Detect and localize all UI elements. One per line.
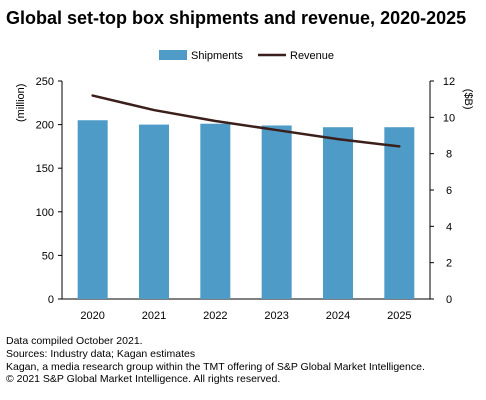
y-right-tick-label: 2 [446, 258, 452, 270]
y-right-tick-label: 4 [446, 221, 452, 233]
y-right-tick-label: 8 [446, 149, 452, 161]
y-right-tick-label: 12 [443, 76, 455, 88]
y-right-tick-label: 6 [446, 185, 452, 197]
axes: 0 50 100 150 200 250 (million) 0 2 4 6 8 10 12 ($B) 202… [15, 76, 474, 322]
bar-shipments [384, 127, 415, 299]
footer-notes: Data compiled October 2021. Sources: Ind… [6, 335, 425, 386]
y-left-tick-label: 150 [36, 163, 54, 175]
chart-title: Global set-top box shipments and revenue… [6, 8, 467, 28]
legend-label-revenue: Revenue [290, 50, 334, 62]
x-tick-label: 2020 [80, 310, 104, 322]
y-left-tick-label: 250 [36, 76, 54, 88]
revenue-line [91, 94, 401, 148]
bars [77, 120, 415, 300]
y-right-tick-label: 10 [443, 112, 455, 124]
footer-line-4: © 2021 S&P Global Market Intelligence. A… [6, 373, 281, 386]
legend: Shipments Revenue [159, 50, 334, 62]
y-right-tick-label: 0 [446, 294, 452, 306]
x-tick-label: 2023 [264, 310, 288, 322]
y-left-tick-label: 100 [36, 207, 54, 219]
footer-line-3: Kagan, a media research group within the… [6, 360, 425, 373]
bar-shipments [77, 120, 108, 300]
y-left-tick-label: 50 [42, 250, 54, 262]
bar-shipments [261, 125, 292, 299]
legend-swatch-shipments [159, 50, 187, 60]
bar-shipments [323, 127, 353, 299]
y-axis-right-label: ($B) [462, 89, 474, 110]
y-left-tick-label: 0 [48, 294, 54, 306]
bar-shipments [200, 123, 231, 299]
bar-shipments [139, 124, 169, 299]
chart-svg: Shipments Revenue 050100150200250(million… [15, 50, 474, 322]
x-tick-label: 2022 [203, 310, 227, 322]
legend-label-shipments: Shipments [191, 50, 243, 62]
y-axis-left-label: (million) [15, 84, 27, 123]
footer-line-1: Data compiled October 2021. [6, 335, 143, 347]
y-left-tick-label: 200 [36, 120, 54, 132]
revenue-line-group [91, 94, 401, 148]
x-tick-label: 2025 [387, 310, 411, 322]
x-tick-label: 2021 [142, 310, 166, 322]
footer-line-2: Sources: Industry data; Kagan estimates [6, 347, 196, 360]
x-tick-label: 2024 [326, 310, 350, 322]
